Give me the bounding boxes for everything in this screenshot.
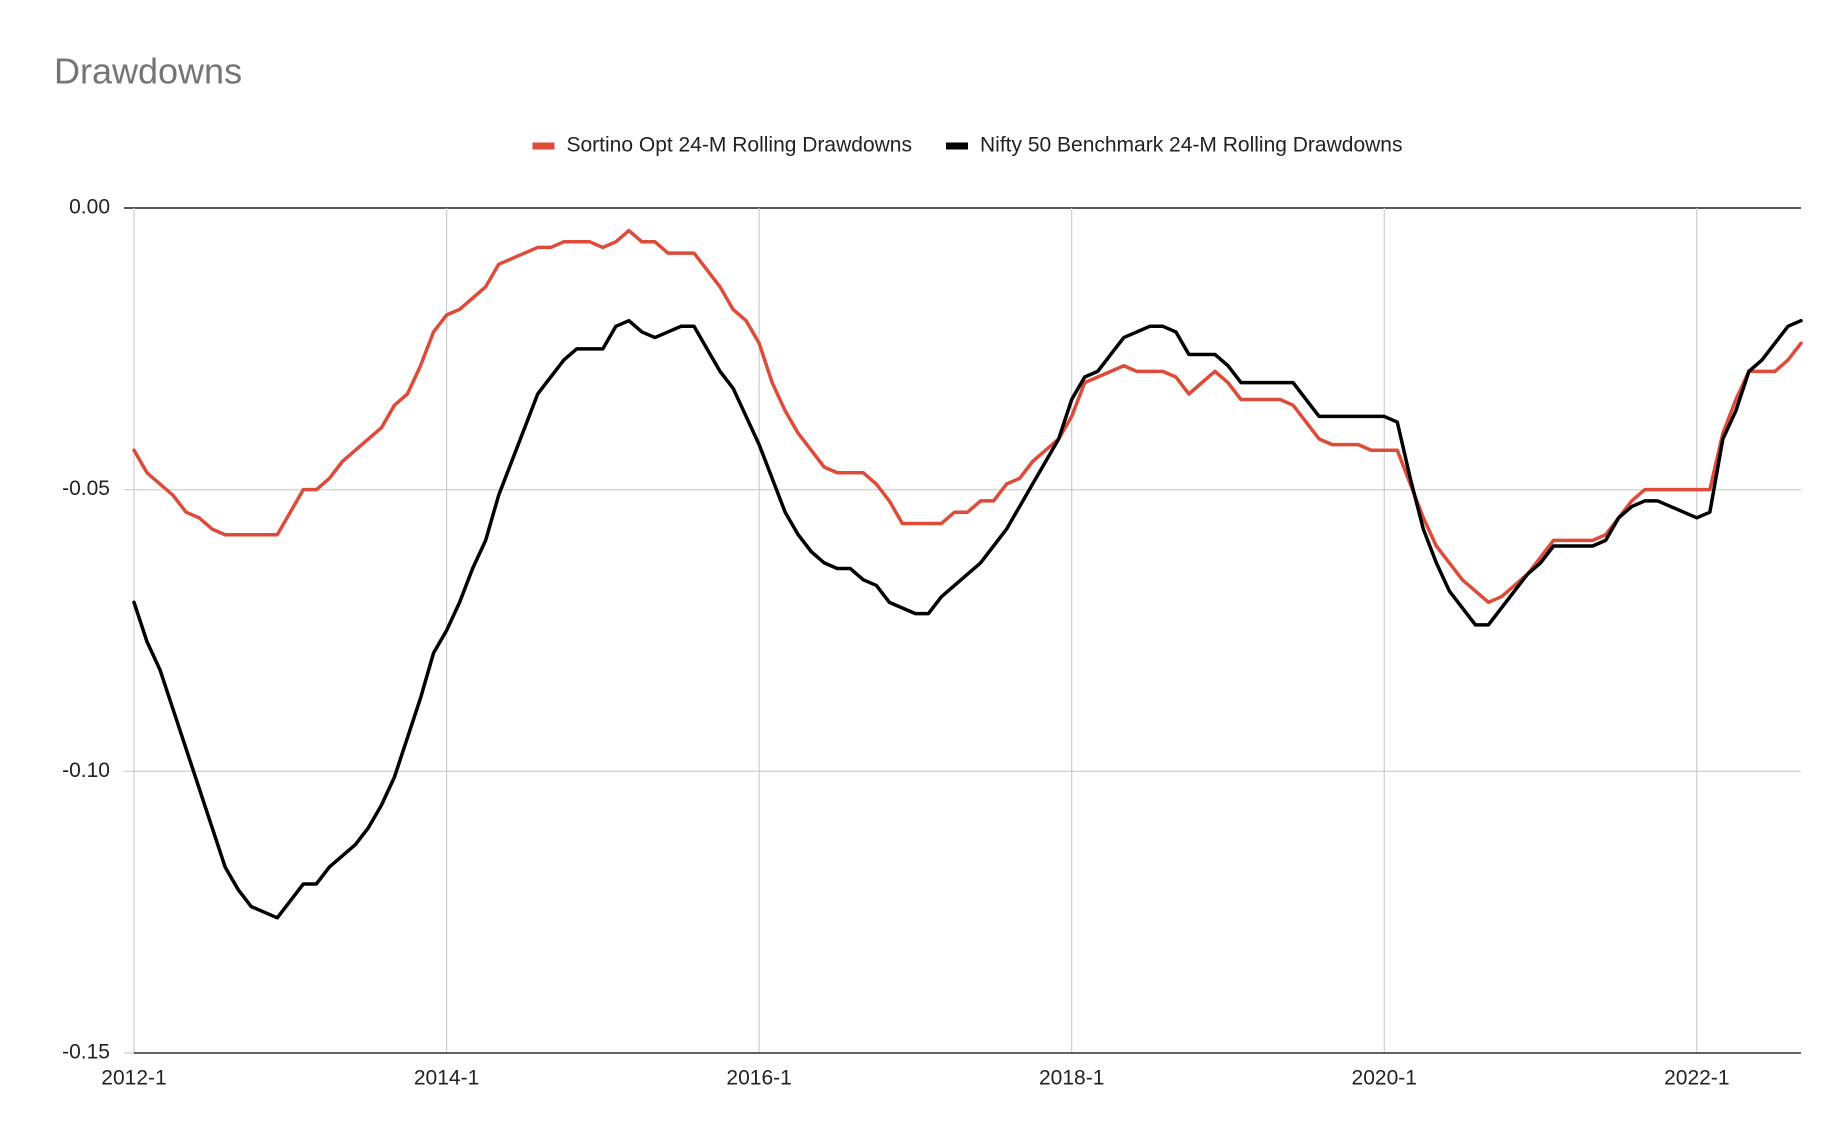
chart-title: Drawdowns: [54, 51, 242, 92]
x-tick-label: 2020-1: [1352, 1067, 1417, 1090]
legend-label: Nifty 50 Benchmark 24-M Rolling Drawdown…: [980, 134, 1403, 157]
y-tick-label: 0.00: [69, 196, 110, 219]
x-tick-label: 2014-1: [414, 1067, 479, 1090]
x-tick-label: 2018-1: [1039, 1067, 1104, 1090]
y-tick-label: -0.10: [62, 759, 110, 782]
x-tick-label: 2012-1: [101, 1067, 166, 1090]
legend-label: Sortino Opt 24-M Rolling Drawdowns: [567, 134, 912, 157]
y-tick-label: -0.05: [62, 477, 110, 500]
series-line: [132, 318, 1803, 920]
x-tick-label: 2022-1: [1664, 1067, 1729, 1090]
y-tick-label: -0.15: [62, 1041, 110, 1064]
x-tick-label: 2016-1: [726, 1067, 791, 1090]
